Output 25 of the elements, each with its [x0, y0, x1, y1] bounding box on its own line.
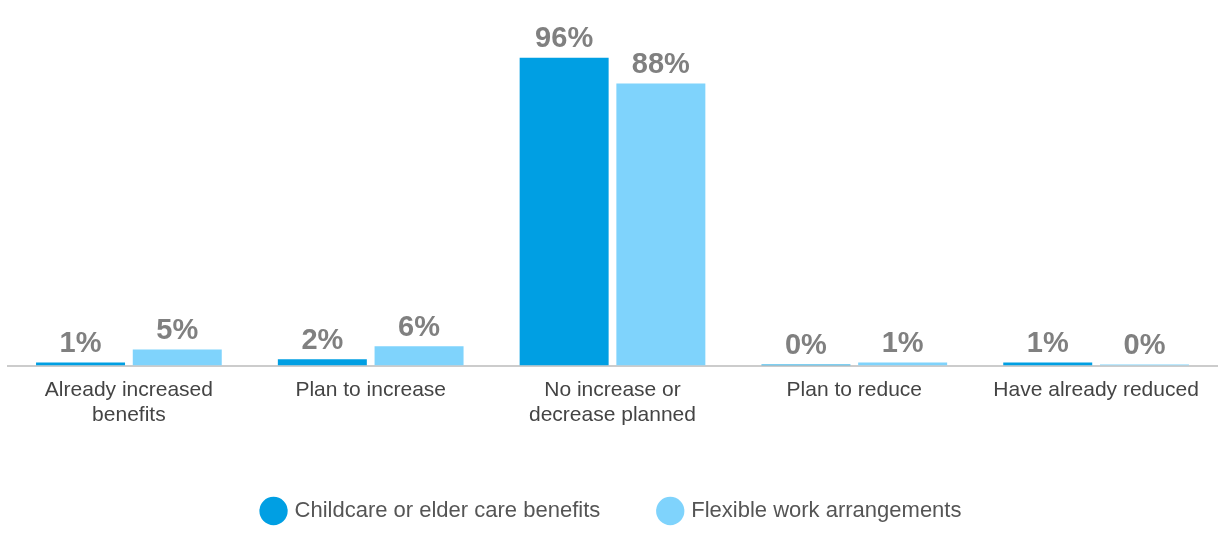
x-tick-label: Have already reduced — [993, 377, 1199, 400]
data-label: 5% — [156, 313, 199, 346]
data-label: 96% — [535, 21, 594, 54]
data-label: 2% — [301, 322, 344, 355]
bar — [277, 359, 367, 366]
bar — [858, 362, 948, 366]
bar — [519, 57, 609, 366]
x-tick-label: Plan to increase — [295, 377, 446, 400]
x-tick-label: Already increased benefits — [44, 377, 213, 426]
data-label: 1% — [59, 325, 102, 358]
bar — [132, 349, 222, 366]
data-label: 1% — [881, 325, 924, 358]
legend-label: Childcare or elder care benefits — [294, 497, 601, 523]
bar — [36, 362, 126, 366]
data-label: 0% — [784, 328, 828, 361]
bar — [1003, 362, 1093, 366]
data-label: 0% — [1123, 328, 1166, 361]
bar — [374, 346, 464, 366]
x-tick-label: Plan to reduce — [786, 377, 923, 400]
legend-label: Flexible work arrangements — [691, 497, 962, 523]
data-label: 1% — [1026, 325, 1069, 358]
data-label: 6% — [398, 309, 441, 342]
bar — [616, 83, 706, 366]
data-label: 88% — [631, 46, 691, 79]
x-tick-label: No increase or decrease planned — [529, 377, 696, 426]
